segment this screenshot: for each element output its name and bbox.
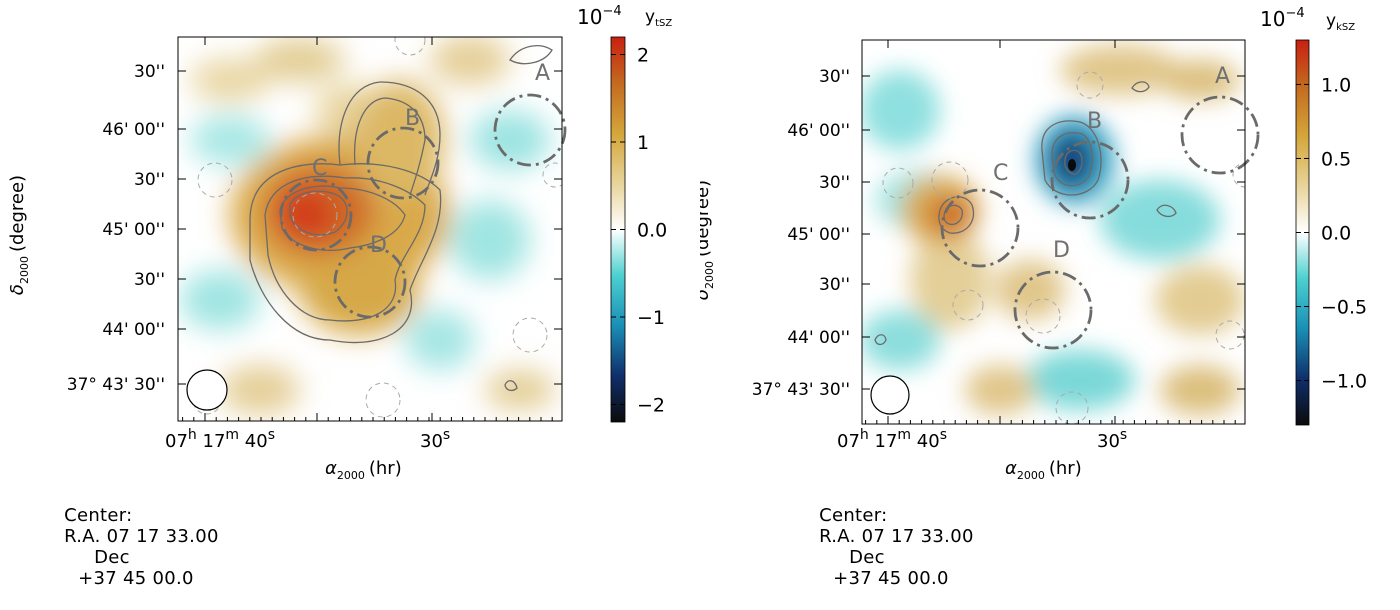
ksz-map [862,40,1245,424]
subcluster-circle-b [366,126,440,200]
subcluster-label-a: A [535,61,550,86]
center-dec-label: Dec [849,547,885,568]
tsz-center-caption: Center: R.A. 07 17 33.00 Dec +37 45 00.0 [40,484,227,610]
y-tick-label: 30'' [134,170,165,190]
subcluster-label-c: C [312,156,327,181]
subcluster-label-c: C [993,161,1008,186]
ksz-y-tick-labels: 30'' 46' 00'' 30'' 45' 00'' 30'' 44' 00'… [752,67,850,400]
center-ra: R.A. 07 17 33.00 [64,526,219,547]
tsz-contours [249,45,553,392]
center-dec: +37 45 00.0 [833,568,949,589]
ksz-panel: A B C D 30'' 46' 00'' 30'' 45' 00'' 30''… [700,0,1400,589]
subcluster-label-d: D [370,233,387,258]
x-tick-label-ra-30s: 30s [1097,427,1127,452]
center-dec-label: Dec [94,547,130,568]
x-tick-label-ra-30s: 30s [420,427,450,452]
subcluster-label-d: D [1053,238,1070,263]
y-tick-label: 44' 00'' [102,320,165,340]
tsz-subcluster-labels: A B C D [312,61,550,258]
tsz-colorbar-ticks: 2 1 0.0 −1 −2 [611,45,667,417]
y-tick-label: 30'' [819,173,850,193]
y-tick-label: 46' 00'' [102,120,165,140]
colorbar-tick-label: 2 [637,45,649,67]
tsz-subcluster-circles [279,93,567,319]
subcluster-circle-c [279,178,353,252]
colorbar-tick-label: 0.0 [637,220,667,242]
ksz-subcluster-labels: A B C D [993,64,1230,263]
subcluster-circle-a [493,93,567,167]
y-tick-label: 44' 00'' [787,328,850,348]
colorbar-tick-label: −2 [637,395,665,417]
tsz-map-texture [180,37,555,415]
y-tick-label: 30'' [134,270,165,290]
colorbar-tick-label: −1 [637,307,665,329]
colorbar-tick-label: 0.5 [1321,148,1351,170]
tsz-ticks [178,37,562,421]
ksz-x-axis-label: α2000 (hr) [1005,458,1082,482]
ksz-beam [870,375,910,415]
y-tick-label: 30'' [819,67,850,87]
y-tick-label: 30'' [819,275,850,295]
tsz-x-axis-label: α2000 (hr) [325,458,402,482]
subcluster-label-b: B [1087,109,1102,134]
ksz-y-axis-label: δ2000(degree) [700,180,716,300]
center-label: Center: [819,505,888,526]
subcluster-label-a: A [1215,64,1230,89]
subcluster-circle-c [940,188,1020,268]
y-tick-label: 37° 43' 30'' [67,375,165,395]
tsz-chart-svg: A B C D 30'' 46' 00'' 30'' 45' 00'' 30''… [7,4,672,482]
center-label: Center: [64,505,133,526]
y-tick-label: 46' 00'' [787,121,850,141]
y-tick-label: 45' 00'' [102,220,165,240]
colorbar-tick-label: 1 [637,132,649,154]
subcluster-circle-a [1180,95,1260,175]
ksz-map-texture [862,45,1245,415]
ksz-colorbar-ticks: 1.0 0.5 0.0 −0.5 −1.0 [1296,74,1367,393]
tsz-colorbar-exponent: 10−4 [577,4,622,29]
y-tick-label: 37° 43' 30'' [752,380,850,400]
ksz-center-caption: Center: R.A. 07 17 33.00 Dec +37 45 00.0 [795,484,982,610]
ksz-frame [861,39,1246,425]
ksz-peak-core [1068,159,1076,171]
tsz-map [178,37,562,421]
tsz-colorbar-quantity: ytSZ [645,7,672,29]
tsz-y-tick-labels: 30'' 46' 00'' 30'' 45' 00'' 30'' 44' 00'… [67,62,165,395]
ksz-colorbar-exponent: 10−4 [1260,6,1305,31]
subcluster-circle-d [1013,270,1093,350]
subcluster-circle-d [333,245,407,319]
colorbar-tick-label: −0.5 [1321,297,1367,319]
ksz-colorbar-quantity: ykSZ [1326,11,1355,33]
y-tick-label: 45' 00'' [787,225,850,245]
colorbar-tick-label: −1.0 [1321,371,1367,393]
ksz-chart-svg: A B C D 30'' 46' 00'' 30'' 45' 00'' 30''… [700,6,1367,482]
tsz-y-axis-label: δ2000(degree) [7,175,31,295]
tsz-x-tick-labels: 07h 17m 40s 30s [165,427,450,452]
ksz-subcluster-circles [940,95,1260,350]
tsz-panel: A B C D 30'' 46' 00'' 30'' 45' 00'' 30''… [0,0,700,589]
ksz-x-tick-labels: 07h 17m 40s 30s [837,427,1127,452]
center-ra: R.A. 07 17 33.00 [819,526,974,547]
x-tick-label-ra-main: 07h 17m 40s [165,427,275,452]
y-tick-label: 30'' [134,62,165,82]
colorbar-tick-label: 0.0 [1321,223,1351,245]
tsz-beam [186,369,228,411]
subcluster-circle-b [1050,140,1130,220]
ksz-ticks [862,40,1245,424]
colorbar-tick-label: 1.0 [1321,74,1351,96]
subcluster-label-b: B [405,106,420,131]
x-tick-label-ra-main: 07h 17m 40s [837,427,947,452]
center-dec: +37 45 00.0 [78,568,194,589]
